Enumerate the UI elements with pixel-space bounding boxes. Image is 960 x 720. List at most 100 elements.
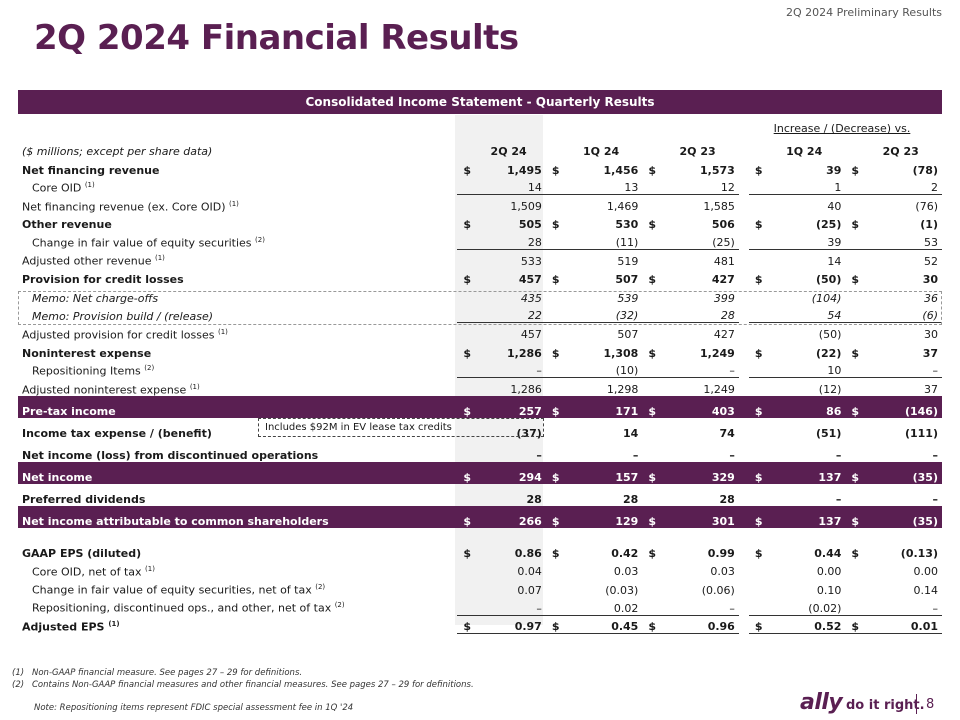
currency-symbol: $ (754, 547, 763, 561)
cell-value: – (932, 601, 939, 615)
row-label: Memo: Provision build / (release) (32, 309, 214, 323)
currency-symbol (642, 377, 657, 397)
page-number: 8 (926, 697, 935, 712)
currency-symbol (749, 418, 763, 440)
cell-value: 53 (924, 236, 938, 250)
currency-symbol (642, 322, 657, 342)
row-label: Pre-tax income (18, 396, 458, 419)
currency-symbol (642, 249, 657, 269)
cell-value: 0.44 (814, 547, 842, 561)
cell-value: – (932, 493, 939, 507)
currency-symbol: $ (648, 346, 656, 360)
currency-symbol: $ (648, 273, 656, 287)
cell-value: 519 (559, 249, 643, 269)
currency-symbol: $ (551, 346, 560, 360)
currency-symbol (642, 360, 656, 378)
cell-value: (146) (859, 396, 942, 419)
cell-value: (78) (912, 163, 938, 177)
currency-symbol: $ (748, 614, 763, 634)
table-row: Net financing revenue $1,495 $1,456 $1,573 $… (18, 158, 942, 177)
row-label: Repositioning, discontinued ops., and ot… (32, 601, 345, 616)
currency-symbol (642, 286, 656, 304)
currency-symbol (642, 597, 656, 615)
table-row: Change in fair value of equity securitie… (18, 578, 942, 597)
currency-symbol (748, 322, 763, 342)
currency-symbol (546, 484, 560, 506)
cell-value: (11) (615, 236, 639, 250)
currency-symbol (845, 578, 859, 596)
currency-symbol (845, 322, 860, 342)
row-label: Income tax expense / (benefit) (22, 427, 212, 441)
cell-value: 1,509 (471, 194, 546, 214)
table-row: Change in fair value of equity securitie… (18, 231, 942, 250)
cell-value: 37 (922, 346, 938, 360)
cell-value: 0.00 (913, 565, 939, 579)
table-row: Other revenue $505 $530 $506 $ (25) $ (1) (18, 213, 942, 231)
income-statement-table: ($ millions; except per share data) 2Q 2… (18, 140, 942, 634)
currency-symbol: $ (748, 506, 763, 529)
row-label: Provision for credit losses (22, 273, 184, 287)
currency-symbol: $ (648, 163, 656, 177)
cell-value: 28 (719, 493, 735, 507)
currency-symbol: $ (463, 547, 472, 561)
currency-symbol: $ (648, 218, 656, 232)
cell-value: (35) (859, 462, 942, 485)
currency-symbol (457, 360, 471, 378)
cell-value: 129 (559, 506, 643, 529)
currency-symbol (457, 377, 472, 397)
table-row: Core OID, net of tax (1) 0.04 0.03 0.03 0.00… (18, 560, 942, 579)
currency-symbol (546, 578, 560, 596)
cell-value: 1,469 (559, 194, 643, 214)
cell-value: 0.03 (613, 565, 639, 579)
footnote: (1) Non-GAAP financial measure. See pages… (12, 668, 303, 678)
cell-value: – (729, 364, 735, 378)
cell-value: 0.02 (613, 601, 639, 615)
cell-value: (22) (816, 346, 842, 360)
currency-symbol (845, 231, 859, 249)
currency-symbol (457, 249, 472, 269)
cell-value: – (932, 449, 939, 463)
currency-symbol: $ (851, 547, 860, 561)
cell-value: (50) (816, 273, 842, 287)
cell-value: 0.45 (559, 614, 643, 634)
currency-symbol (748, 249, 763, 269)
brand-tagline: do it right. (846, 698, 925, 713)
cell-value: – (729, 449, 735, 463)
currency-symbol (457, 231, 471, 249)
currency-symbol: $ (754, 163, 763, 177)
cell-value: 1,456 (603, 163, 639, 177)
cell-value: 403 (656, 396, 739, 419)
cell-value: 39 (826, 163, 842, 177)
row-label: Repositioning Items (2) (32, 364, 155, 378)
table-row: Adjusted other revenue (1) 533 519 481 14 52 (18, 249, 942, 269)
currency-symbol (545, 377, 560, 397)
table-row: Net income (loss) from discontinued oper… (18, 440, 942, 462)
currency-symbol: $ (551, 163, 560, 177)
currency-symbol: $ (463, 346, 472, 360)
col-header: 1Q 24 (583, 145, 620, 159)
row-label: Change in fair value of equity securitie… (32, 583, 326, 597)
row-label: Adjusted EPS (1) (22, 619, 120, 634)
currency-symbol: $ (545, 396, 560, 419)
currency-symbol: $ (457, 396, 472, 419)
table-row: GAAP EPS (diluted) $0.86 $0.42 $0.99 $0.44 $ (… (18, 538, 942, 560)
currency-symbol (546, 177, 560, 195)
table-row: Net income $294 $157 $329 $137 $ (35) (18, 462, 942, 485)
currency-symbol (642, 440, 656, 462)
currency-symbol (545, 194, 560, 214)
cell-value: (35) (859, 506, 942, 529)
currency-symbol (845, 484, 859, 506)
cell-value: 1,308 (603, 346, 639, 360)
cell-value: 1,249 (700, 346, 735, 360)
cell-value: 457 (518, 273, 542, 287)
cell-value: (25) (712, 236, 735, 250)
cell-value: 1,585 (656, 194, 739, 214)
cell-value: – (536, 364, 542, 378)
cell-value: 1,286 (471, 377, 546, 397)
cell-value: (10) (615, 364, 639, 378)
row-label: Noninterest expense (22, 346, 152, 360)
units-label: ($ millions; except per share data) (22, 145, 213, 159)
cell-value: 14 (527, 181, 542, 195)
cell-value: 30 (859, 322, 942, 342)
cell-value: 1,495 (507, 163, 542, 177)
